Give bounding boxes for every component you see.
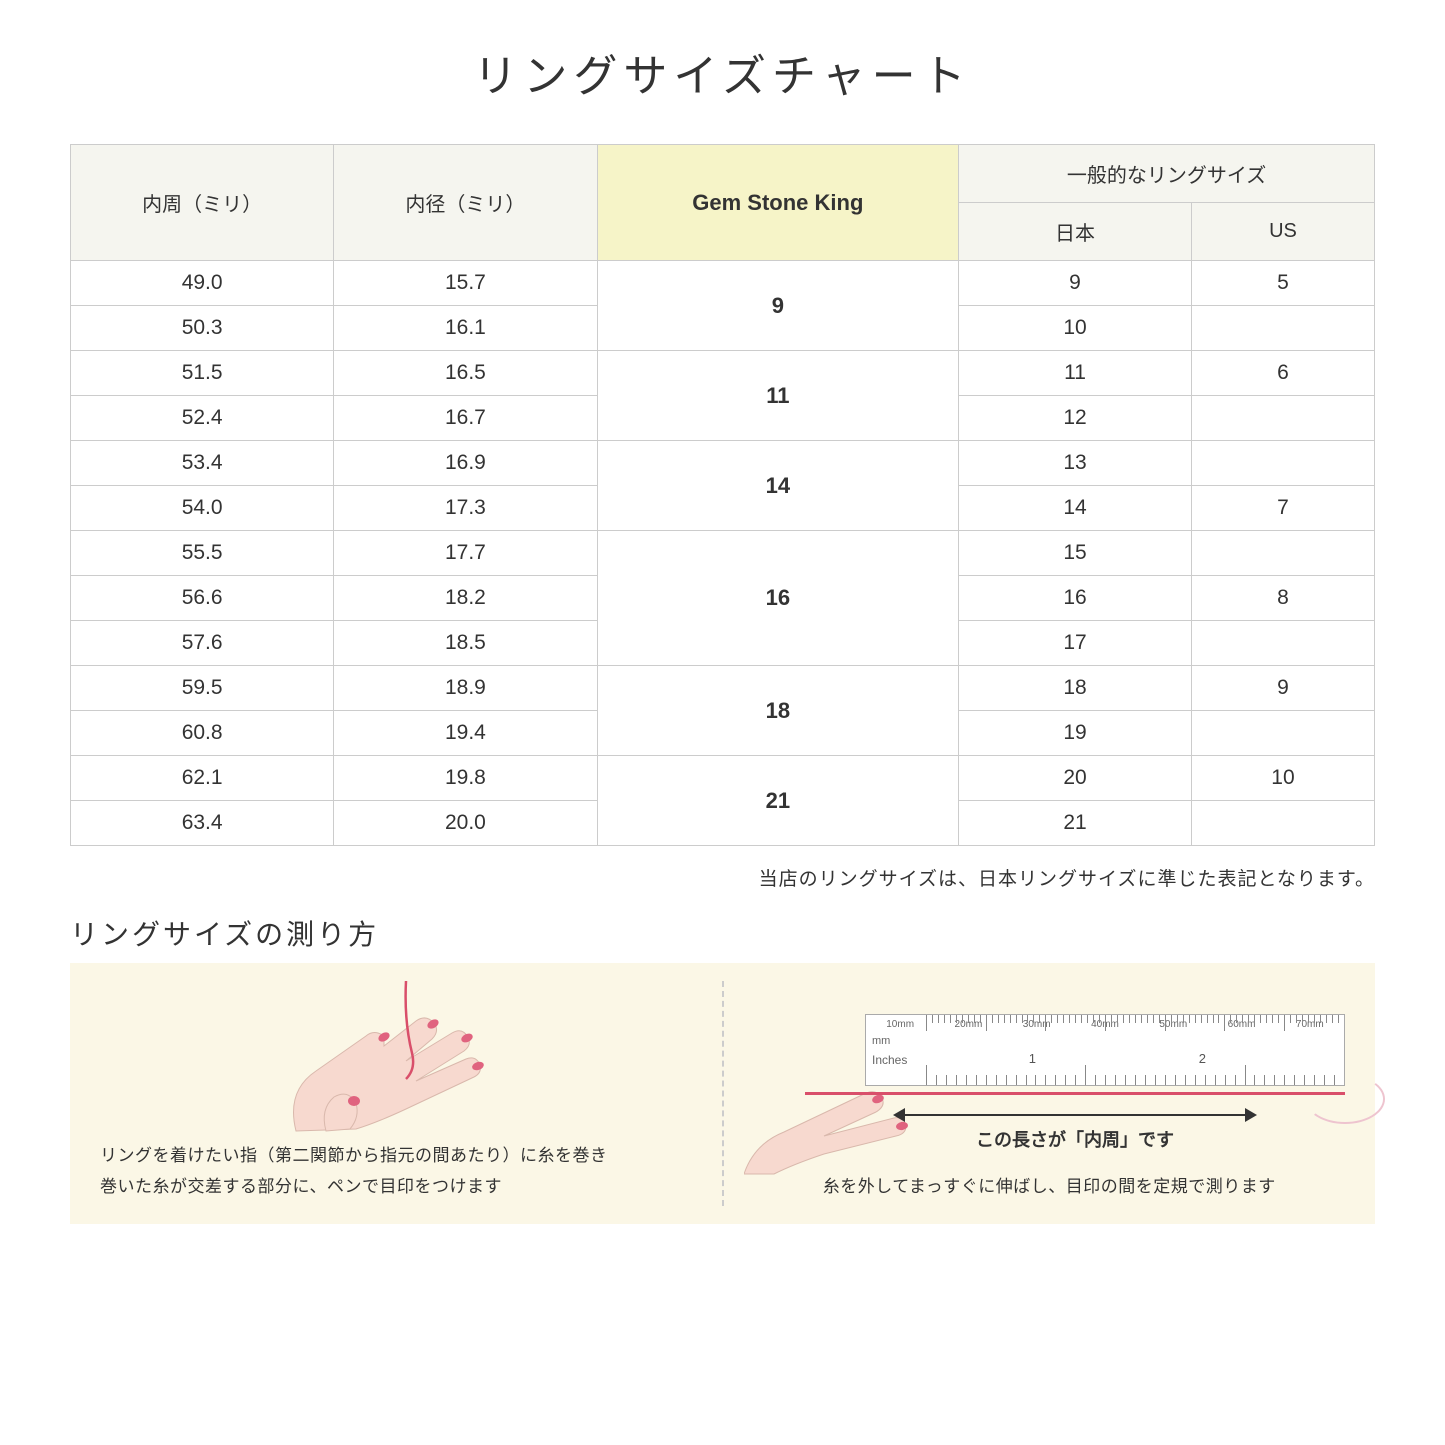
cell-diameter: 15.7	[334, 261, 597, 306]
cell-us	[1191, 621, 1374, 666]
cell-diameter: 16.1	[334, 306, 597, 351]
ruler-mm-label: 10mm	[866, 1019, 934, 1030]
cell-us: 9	[1191, 666, 1374, 711]
th-gsk: Gem Stone King	[597, 145, 959, 261]
cell-gsk: 21	[597, 756, 959, 846]
cell-japan: 11	[959, 351, 1192, 396]
table-row: 53.416.91413	[71, 441, 1375, 486]
thread-line	[805, 1092, 1345, 1095]
cell-gsk: 16	[597, 531, 959, 666]
cell-diameter: 19.4	[334, 711, 597, 756]
hand-illustration-left	[256, 981, 536, 1131]
cell-circumference: 60.8	[71, 711, 334, 756]
cell-circumference: 55.5	[71, 531, 334, 576]
table-row: 49.015.7995	[71, 261, 1375, 306]
cell-diameter: 19.8	[334, 756, 597, 801]
hand-left-svg	[256, 981, 536, 1141]
cell-japan: 16	[959, 576, 1192, 621]
howto-panel-right: 10mm20mm30mm40mm50mm60mm70mm mm Inches 1…	[724, 963, 1376, 1224]
cell-japan: 21	[959, 801, 1192, 846]
cell-diameter: 18.5	[334, 621, 597, 666]
cell-circumference: 52.4	[71, 396, 334, 441]
cell-circumference: 56.6	[71, 576, 334, 621]
cell-japan: 14	[959, 486, 1192, 531]
howto-section: リングを着けたい指（第二関節から指元の間あたり）に糸を巻き 巻いた糸が交差する部…	[70, 963, 1375, 1224]
cell-us	[1191, 396, 1374, 441]
cell-diameter: 16.9	[334, 441, 597, 486]
cell-diameter: 16.7	[334, 396, 597, 441]
measure-arrow	[895, 1106, 1255, 1124]
cell-japan: 18	[959, 666, 1192, 711]
cell-japan: 12	[959, 396, 1192, 441]
cell-diameter: 18.9	[334, 666, 597, 711]
cell-japan: 15	[959, 531, 1192, 576]
cell-us: 6	[1191, 351, 1374, 396]
table-row: 55.517.71615	[71, 531, 1375, 576]
ruler-inch-label: 1	[866, 1051, 1036, 1066]
cell-us	[1191, 441, 1374, 486]
cell-japan: 17	[959, 621, 1192, 666]
howto-left-line1: リングを着けたい指（第二関節から指元の間あたり）に糸を巻き	[100, 1141, 692, 1172]
howto-heading: リングサイズの測り方	[70, 913, 1375, 953]
howto-panel-left: リングを着けたい指（第二関節から指元の間あたり）に糸を巻き 巻いた糸が交差する部…	[70, 963, 722, 1224]
cell-japan: 10	[959, 306, 1192, 351]
cell-us	[1191, 801, 1374, 846]
th-us: US	[1191, 203, 1374, 261]
cell-circumference: 54.0	[71, 486, 334, 531]
cell-gsk: 14	[597, 441, 959, 531]
table-row: 59.518.918189	[71, 666, 1375, 711]
cell-diameter: 17.7	[334, 531, 597, 576]
ruler-illustration: 10mm20mm30mm40mm50mm60mm70mm mm Inches 1…	[754, 1014, 1346, 1164]
ruler-inch-label: 2	[1036, 1051, 1206, 1066]
cell-japan: 13	[959, 441, 1192, 486]
th-japan: 日本	[959, 203, 1192, 261]
cell-circumference: 50.3	[71, 306, 334, 351]
cell-circumference: 49.0	[71, 261, 334, 306]
cell-us: 5	[1191, 261, 1374, 306]
thread-curl	[1305, 1074, 1385, 1124]
cell-circumference: 63.4	[71, 801, 334, 846]
cell-circumference: 59.5	[71, 666, 334, 711]
cell-us	[1191, 531, 1374, 576]
cell-circumference: 53.4	[71, 441, 334, 486]
page-title: リングサイズチャート	[70, 40, 1375, 104]
cell-us	[1191, 306, 1374, 351]
th-circumference: 内周（ミリ）	[71, 145, 334, 261]
howto-left-line2: 巻いた糸が交差する部分に、ペンで目印をつけます	[100, 1172, 692, 1203]
cell-us: 8	[1191, 576, 1374, 621]
cell-circumference: 51.5	[71, 351, 334, 396]
cell-circumference: 62.1	[71, 756, 334, 801]
cell-gsk: 18	[597, 666, 959, 756]
ring-size-table: 内周（ミリ） 内径（ミリ） Gem Stone King 一般的なリングサイズ …	[70, 144, 1375, 846]
cell-gsk: 11	[597, 351, 959, 441]
ruler: 10mm20mm30mm40mm50mm60mm70mm mm Inches 1…	[865, 1014, 1345, 1086]
cell-japan: 19	[959, 711, 1192, 756]
cell-us: 10	[1191, 756, 1374, 801]
cell-diameter: 17.3	[334, 486, 597, 531]
cell-diameter: 16.5	[334, 351, 597, 396]
cell-diameter: 18.2	[334, 576, 597, 621]
table-note: 当店のリングサイズは、日本リングサイズに準じた表記となります。	[70, 864, 1375, 891]
table-row: 62.119.8212010	[71, 756, 1375, 801]
cell-us: 7	[1191, 486, 1374, 531]
cell-circumference: 57.6	[71, 621, 334, 666]
cell-diameter: 20.0	[334, 801, 597, 846]
measure-label: この長さが「内周」です	[895, 1126, 1255, 1152]
table-row: 51.516.511116	[71, 351, 1375, 396]
cell-us	[1191, 711, 1374, 756]
th-diameter: 内径（ミリ）	[334, 145, 597, 261]
ruler-unit-mm: mm	[872, 1035, 890, 1047]
cell-japan: 9	[959, 261, 1192, 306]
cell-gsk: 9	[597, 261, 959, 351]
cell-japan: 20	[959, 756, 1192, 801]
th-general: 一般的なリングサイズ	[959, 145, 1375, 203]
